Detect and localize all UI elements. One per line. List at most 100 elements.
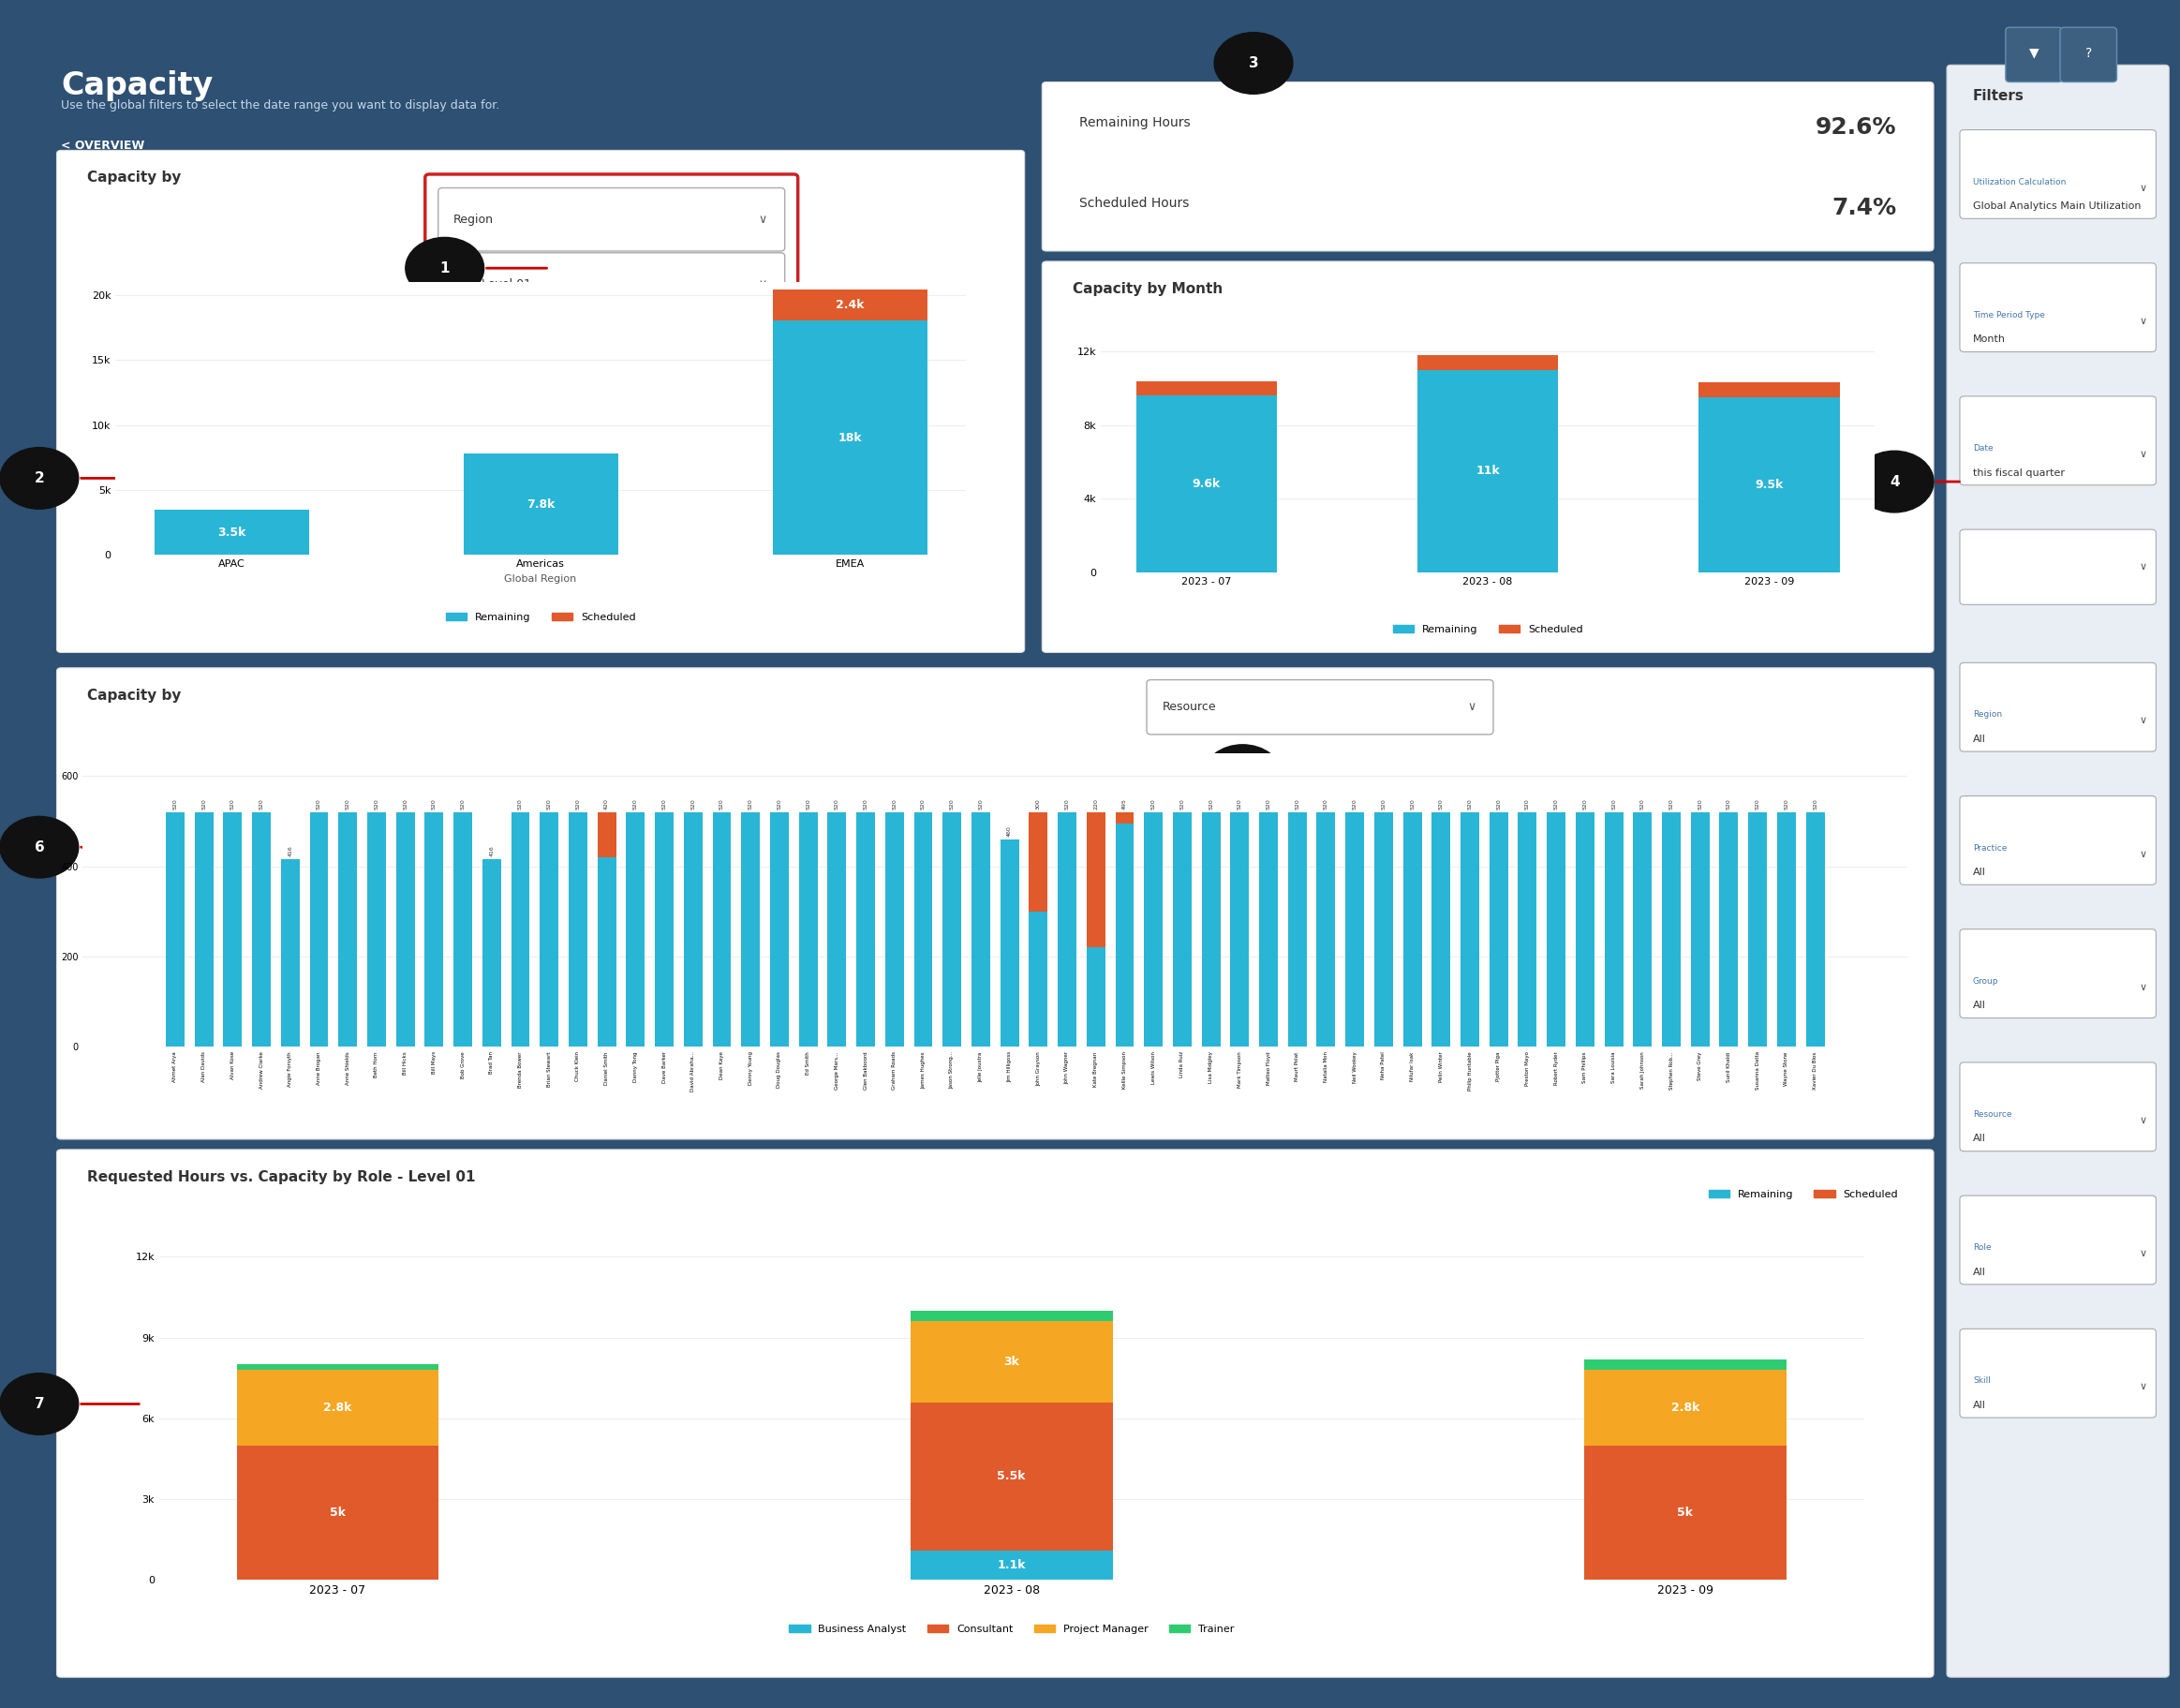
Bar	[253, 811, 270, 1047]
Text: 520: 520	[1611, 799, 1615, 810]
Text: 520: 520	[1382, 799, 1386, 810]
Text: ∨: ∨	[2139, 449, 2147, 459]
Text: 420: 420	[604, 799, 608, 810]
Text: Resource: Resource	[1162, 700, 1216, 714]
Bar	[713, 811, 730, 1047]
Text: 520: 520	[344, 799, 351, 810]
Text: Use the global filters to select the date range you want to display data for.: Use the global filters to select the dat…	[61, 99, 499, 111]
Text: ∨: ∨	[2139, 316, 2147, 326]
Text: All: All	[1973, 1401, 1986, 1409]
Bar	[1604, 811, 1624, 1047]
Circle shape	[0, 447, 78, 509]
Text: 3: 3	[1249, 56, 1258, 70]
Bar	[1585, 1360, 1785, 1370]
Bar	[770, 811, 789, 1047]
Bar	[1260, 811, 1277, 1047]
Text: 520: 520	[835, 799, 839, 810]
Text: 1.1k: 1.1k	[996, 1559, 1027, 1571]
Circle shape	[1214, 32, 1293, 94]
Text: All: All	[1973, 1267, 1986, 1276]
Text: 520: 520	[1698, 799, 1703, 810]
Text: ∨: ∨	[759, 278, 767, 290]
Text: ∨: ∨	[2139, 982, 2147, 992]
Bar	[685, 811, 702, 1047]
Bar	[1692, 811, 1709, 1047]
Bar	[1661, 811, 1681, 1047]
Bar	[1461, 811, 1480, 1047]
FancyBboxPatch shape	[1960, 1062, 2156, 1151]
Bar	[1585, 1370, 1785, 1445]
Bar	[222, 811, 242, 1047]
Bar	[654, 811, 674, 1047]
Text: 520: 520	[172, 799, 177, 810]
Text: Time Period Type: Time Period Type	[1973, 311, 2045, 319]
Bar	[1698, 398, 1840, 572]
Text: 2.4k: 2.4k	[835, 299, 863, 311]
Bar	[238, 1365, 438, 1370]
Circle shape	[1203, 745, 1282, 806]
Text: 92.6%: 92.6%	[1816, 116, 1897, 138]
Bar	[1432, 811, 1450, 1047]
FancyBboxPatch shape	[1960, 1196, 2156, 1284]
Text: 520: 520	[1064, 799, 1070, 810]
Text: 7.8k: 7.8k	[525, 499, 556, 511]
Bar	[1116, 811, 1134, 823]
Text: 520: 520	[1526, 799, 1530, 810]
Bar	[772, 321, 926, 555]
Bar	[913, 811, 933, 1047]
Text: 520: 520	[1583, 799, 1587, 810]
Text: Scheduled Hours: Scheduled Hours	[1079, 196, 1188, 210]
Text: 520: 520	[1670, 799, 1674, 810]
FancyBboxPatch shape	[1042, 82, 1934, 251]
Bar	[1777, 811, 1796, 1047]
Text: 300: 300	[1036, 799, 1040, 810]
Bar	[569, 811, 586, 1047]
Bar	[798, 811, 818, 1047]
Text: 520: 520	[920, 799, 926, 810]
FancyBboxPatch shape	[1960, 396, 2156, 485]
Text: 520: 520	[1467, 799, 1472, 810]
Bar	[1417, 371, 1559, 572]
Text: 5: 5	[1238, 769, 1247, 782]
Text: 520: 520	[1295, 799, 1299, 810]
Bar	[857, 811, 874, 1047]
Bar	[425, 811, 443, 1047]
Text: ∨: ∨	[2139, 562, 2147, 572]
Text: Capacity by: Capacity by	[87, 688, 181, 702]
Bar	[911, 1310, 1112, 1322]
Text: ▼: ▼	[2030, 46, 2038, 60]
Text: Practice: Practice	[1973, 844, 2008, 852]
Text: 520: 520	[1495, 799, 1502, 810]
Bar	[541, 811, 558, 1047]
Bar	[885, 811, 905, 1047]
Text: ∨: ∨	[2139, 716, 2147, 726]
Text: 520: 520	[663, 799, 667, 810]
Text: Capacity by Month: Capacity by Month	[1073, 282, 1223, 295]
Text: ∨: ∨	[2139, 1249, 2147, 1259]
FancyBboxPatch shape	[57, 150, 1025, 652]
Text: 520: 520	[892, 799, 896, 810]
Bar	[911, 1402, 1112, 1551]
FancyBboxPatch shape	[1947, 65, 2169, 1677]
Bar	[741, 811, 761, 1047]
Text: Role: Role	[1973, 1243, 1990, 1252]
Bar	[1029, 912, 1049, 1047]
Legend: Remaining, Scheduled: Remaining, Scheduled	[443, 608, 639, 627]
FancyBboxPatch shape	[438, 188, 785, 251]
Text: 520: 520	[432, 799, 436, 810]
Bar	[1345, 811, 1365, 1047]
Bar	[1116, 823, 1134, 1047]
Text: 460: 460	[1007, 827, 1012, 837]
FancyBboxPatch shape	[1960, 663, 2156, 752]
Text: Month: Month	[1973, 335, 2006, 343]
FancyBboxPatch shape	[57, 1149, 1934, 1677]
Bar	[366, 811, 386, 1047]
Text: Skill: Skill	[1973, 1377, 1990, 1385]
Text: 520: 520	[1410, 799, 1415, 810]
Bar	[310, 811, 329, 1047]
Text: 7.4%: 7.4%	[1831, 196, 1897, 219]
Text: Level 01: Level 01	[482, 278, 532, 290]
Bar	[1585, 1445, 1785, 1580]
Text: 520: 520	[316, 799, 320, 810]
Text: Requested Hours vs. Capacity by Role - Level 01: Requested Hours vs. Capacity by Role - L…	[87, 1170, 475, 1184]
